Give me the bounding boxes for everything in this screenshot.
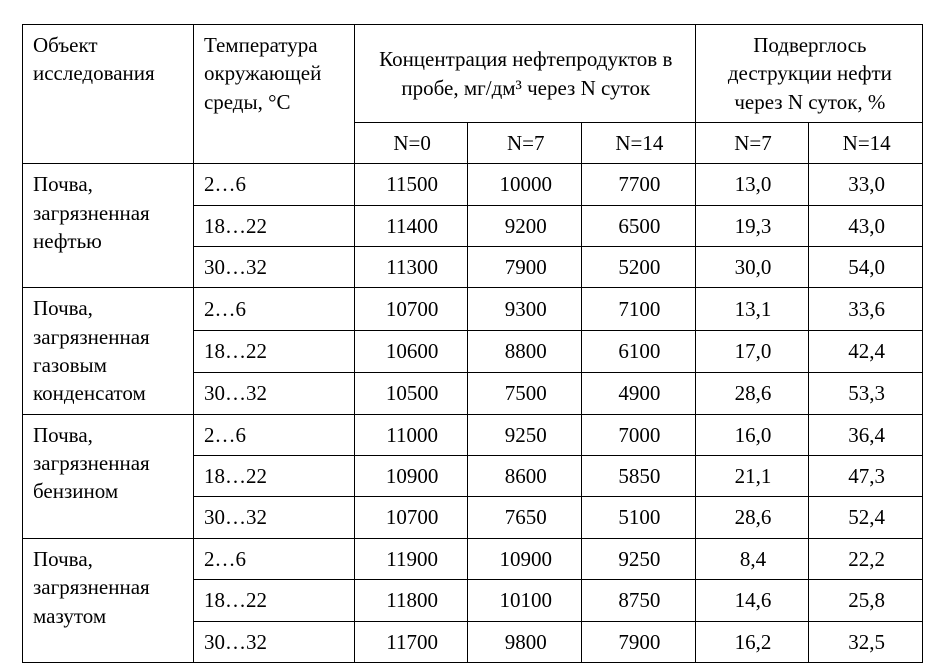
value-cell: 9250: [582, 538, 696, 579]
data-table: Объект исследования Температура окружающ…: [22, 24, 923, 663]
temp-cell: 2…6: [193, 538, 354, 579]
temp-cell: 2…6: [193, 164, 354, 205]
object-cell: Почва, загрязненная газовым конденсатом: [23, 288, 194, 414]
value-cell: 13,0: [695, 164, 809, 205]
value-cell: 9200: [468, 205, 582, 246]
object-cell: Почва, загрязненная нефтью: [23, 164, 194, 288]
value-cell: 6100: [582, 330, 696, 372]
value-cell: 13,1: [695, 288, 809, 330]
value-cell: 22,2: [809, 538, 923, 579]
value-cell: 10500: [354, 372, 468, 414]
value-cell: 8800: [468, 330, 582, 372]
temp-cell: 30…32: [193, 247, 354, 288]
value-cell: 53,3: [809, 372, 923, 414]
value-cell: 11800: [354, 580, 468, 621]
header-temperature: Температура окружающей среды, °C: [193, 25, 354, 164]
temp-cell: 30…32: [193, 497, 354, 538]
value-cell: 19,3: [695, 205, 809, 246]
value-cell: 10600: [354, 330, 468, 372]
temp-cell: 30…32: [193, 372, 354, 414]
subheader-n14: N=14: [582, 123, 696, 164]
value-cell: 10900: [354, 456, 468, 497]
value-cell: 28,6: [695, 372, 809, 414]
temp-cell: 18…22: [193, 330, 354, 372]
temp-cell: 18…22: [193, 205, 354, 246]
value-cell: 7900: [468, 247, 582, 288]
value-cell: 43,0: [809, 205, 923, 246]
header-row-1: Объект исследования Температура окружающ…: [23, 25, 923, 123]
value-cell: 8,4: [695, 538, 809, 579]
table-header: Объект исследования Температура окружающ…: [23, 25, 923, 164]
value-cell: 16,0: [695, 414, 809, 455]
value-cell: 5200: [582, 247, 696, 288]
table-body: Почва, загрязненная нефтью 2…6 11500 100…: [23, 164, 923, 662]
value-cell: 8750: [582, 580, 696, 621]
header-group-concentration: Концентрация нефтепродуктов в пробе, мг/…: [354, 25, 695, 123]
value-cell: 52,4: [809, 497, 923, 538]
value-cell: 7650: [468, 497, 582, 538]
value-cell: 30,0: [695, 247, 809, 288]
value-cell: 11000: [354, 414, 468, 455]
value-cell: 7900: [582, 621, 696, 662]
value-cell: 14,6: [695, 580, 809, 621]
value-cell: 33,0: [809, 164, 923, 205]
value-cell: 4900: [582, 372, 696, 414]
value-cell: 42,4: [809, 330, 923, 372]
subheader-d7: N=7: [695, 123, 809, 164]
value-cell: 5850: [582, 456, 696, 497]
value-cell: 9300: [468, 288, 582, 330]
header-group-destruction: Подверглось деструкции нефти через N сут…: [695, 25, 922, 123]
subheader-d14: N=14: [809, 123, 923, 164]
table-row: Почва, загрязненная газовым конденсатом …: [23, 288, 923, 330]
value-cell: 10700: [354, 497, 468, 538]
value-cell: 9800: [468, 621, 582, 662]
value-cell: 10900: [468, 538, 582, 579]
value-cell: 9250: [468, 414, 582, 455]
value-cell: 7500: [468, 372, 582, 414]
temp-cell: 18…22: [193, 580, 354, 621]
table-row: Почва, загрязненная мазутом 2…6 11900 10…: [23, 538, 923, 579]
value-cell: 7100: [582, 288, 696, 330]
value-cell: 5100: [582, 497, 696, 538]
value-cell: 36,4: [809, 414, 923, 455]
value-cell: 7000: [582, 414, 696, 455]
value-cell: 47,3: [809, 456, 923, 497]
value-cell: 11500: [354, 164, 468, 205]
subheader-n7: N=7: [468, 123, 582, 164]
value-cell: 10100: [468, 580, 582, 621]
value-cell: 7700: [582, 164, 696, 205]
value-cell: 28,6: [695, 497, 809, 538]
temp-cell: 2…6: [193, 288, 354, 330]
value-cell: 6500: [582, 205, 696, 246]
value-cell: 11400: [354, 205, 468, 246]
value-cell: 21,1: [695, 456, 809, 497]
table-row: Почва, загрязненная нефтью 2…6 11500 100…: [23, 164, 923, 205]
value-cell: 8600: [468, 456, 582, 497]
value-cell: 16,2: [695, 621, 809, 662]
value-cell: 33,6: [809, 288, 923, 330]
temp-cell: 2…6: [193, 414, 354, 455]
object-cell: Почва, загрязненная бензином: [23, 414, 194, 538]
value-cell: 10000: [468, 164, 582, 205]
object-cell: Почва, загрязненная мазутом: [23, 538, 194, 662]
value-cell: 11900: [354, 538, 468, 579]
value-cell: 54,0: [809, 247, 923, 288]
value-cell: 17,0: [695, 330, 809, 372]
value-cell: 11700: [354, 621, 468, 662]
subheader-n0: N=0: [354, 123, 468, 164]
value-cell: 25,8: [809, 580, 923, 621]
temp-cell: 30…32: [193, 621, 354, 662]
header-object: Объект исследования: [23, 25, 194, 164]
temp-cell: 18…22: [193, 456, 354, 497]
value-cell: 32,5: [809, 621, 923, 662]
value-cell: 11300: [354, 247, 468, 288]
table-row: Почва, загрязненная бензином 2…6 11000 9…: [23, 414, 923, 455]
value-cell: 10700: [354, 288, 468, 330]
